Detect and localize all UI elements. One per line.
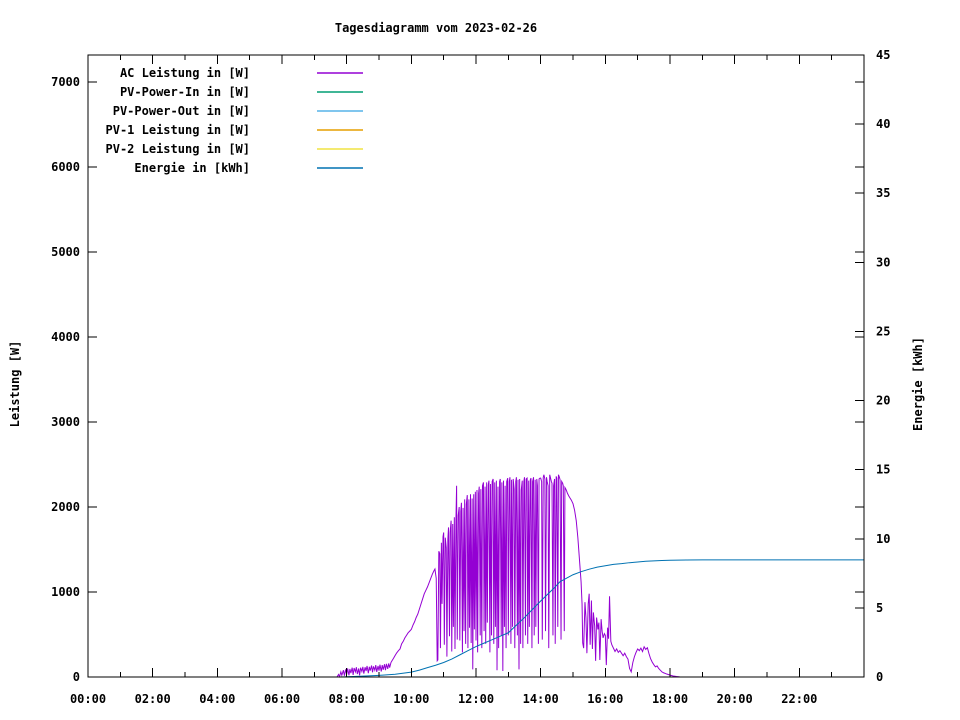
y2-tick-label: 0	[876, 670, 883, 684]
legend-item-label: PV-Power-In in [W]	[120, 85, 250, 99]
y-tick-label: 4000	[51, 330, 80, 344]
y2-tick-label: 20	[876, 394, 890, 408]
y2-tick-label: 10	[876, 532, 890, 546]
y-tick-label: 3000	[51, 415, 80, 429]
legend: AC Leistung in [W] PV-Power-In in [W] PV-P…	[106, 66, 363, 175]
y-tick-label: 6000	[51, 160, 80, 174]
series-line-energie-in-kwh-	[340, 559, 864, 678]
legend-item-label: PV-1 Leistung in [W]	[106, 123, 251, 137]
y2-tick-label: 35	[876, 186, 890, 200]
x-tick-label: 22:00	[781, 692, 817, 706]
y2-tick-label: 5	[876, 601, 883, 615]
legend-item: PV-2 Leistung in [W]	[106, 142, 363, 156]
legend-item-label: PV-2 Leistung in [W]	[106, 142, 251, 156]
x-tick-label: 18:00	[652, 692, 688, 706]
y2-tick-label: 25	[876, 324, 890, 338]
y2-tick-label: 15	[876, 463, 890, 477]
chart-title: Tagesdiagramm vom 2023-02-26	[335, 21, 537, 35]
x-tick-label: 08:00	[329, 692, 365, 706]
y-tick-label: 1000	[51, 585, 80, 599]
x-tick-label: 06:00	[264, 692, 300, 706]
x-tick-label: 12:00	[458, 692, 494, 706]
x-tick-label: 02:00	[135, 692, 171, 706]
y-tick-label: 2000	[51, 500, 80, 514]
x-tick-label: 04:00	[199, 692, 235, 706]
y2-tick-label: 30	[876, 255, 890, 269]
legend-item-label: AC Leistung in [W]	[120, 66, 250, 80]
x-tick-label: 20:00	[717, 692, 753, 706]
y-tick-label: 7000	[51, 75, 80, 89]
x-tick-label: 16:00	[587, 692, 623, 706]
y-axis-title: Leistung [W]	[8, 341, 22, 428]
x-tick-label: 00:00	[70, 692, 106, 706]
x-tick-label: 14:00	[523, 692, 559, 706]
y-tick-label: 0	[73, 670, 80, 684]
legend-item-label: Energie in [kWh]	[134, 161, 250, 175]
legend-item: PV-1 Leistung in [W]	[106, 123, 363, 137]
y-tick-label: 5000	[51, 245, 80, 259]
legend-item: PV-Power-Out in [W]	[113, 104, 363, 118]
y2-tick-label: 45	[876, 48, 890, 62]
y2-tick-label: 40	[876, 117, 890, 131]
legend-item-label: PV-Power-Out in [W]	[113, 104, 250, 118]
legend-item: PV-Power-In in [W]	[120, 85, 363, 99]
series-lines	[336, 474, 864, 679]
legend-item: AC Leistung in [W]	[120, 66, 363, 80]
y2-axis-title: Energie [kWh]	[911, 337, 925, 431]
axes: 00:00 02:00 04:00 06:00 08:00 10:00 12:00 14:00…	[51, 48, 890, 706]
series-line-ac-leistung-in-w-	[336, 474, 683, 679]
legend-item: Energie in [kWh]	[134, 161, 363, 175]
x-tick-label: 10:00	[393, 692, 429, 706]
